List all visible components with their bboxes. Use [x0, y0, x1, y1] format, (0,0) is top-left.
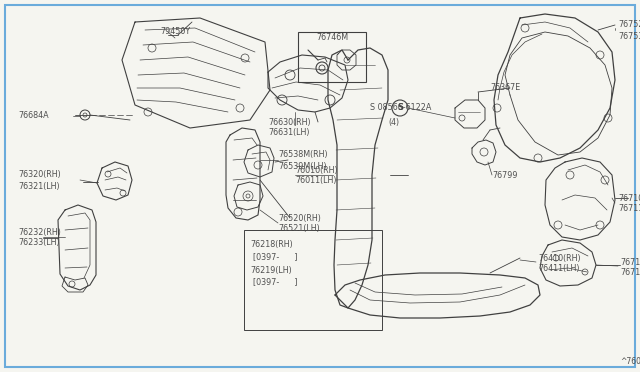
Text: 76716(RH): 76716(RH) [620, 257, 640, 266]
Text: 76521(LH): 76521(LH) [278, 224, 320, 234]
Text: 76010(RH): 76010(RH) [295, 166, 338, 174]
Text: 76684A: 76684A [18, 112, 49, 121]
Text: 76410(RH): 76410(RH) [538, 253, 580, 263]
Text: 76321(LH): 76321(LH) [18, 182, 60, 190]
Text: 79450Y: 79450Y [160, 28, 190, 36]
Text: S: S [397, 103, 403, 112]
Text: 76232(RH): 76232(RH) [18, 228, 61, 237]
Text: [0397-      ]: [0397- ] [253, 253, 298, 262]
Text: 76411(LH): 76411(LH) [538, 264, 579, 273]
Text: 76538M(RH): 76538M(RH) [278, 151, 328, 160]
Text: 76746M: 76746M [316, 33, 348, 42]
Bar [244, 230, 382, 330]
Text: S 08566-6122A: S 08566-6122A [370, 103, 431, 112]
Text: 76631(LH): 76631(LH) [268, 128, 310, 138]
Text: 76219(LH): 76219(LH) [250, 266, 292, 275]
Text: 76233(LH): 76233(LH) [18, 238, 60, 247]
Text: 76011(LH): 76011(LH) [295, 176, 337, 186]
Text: (4): (4) [388, 118, 399, 126]
Text: 76539M(LH): 76539M(LH) [278, 161, 326, 170]
Text: 76520(RH): 76520(RH) [278, 214, 321, 222]
Text: ^760*0.54: ^760*0.54 [620, 357, 640, 366]
Text: [0397-      ]: [0397- ] [253, 278, 298, 286]
Text: 76711(LH): 76711(LH) [618, 205, 640, 214]
Text: 76753(LH): 76753(LH) [618, 32, 640, 41]
Text: 76320(RH): 76320(RH) [18, 170, 61, 180]
Text: 76218(RH): 76218(RH) [250, 241, 292, 250]
Bar [298, 32, 366, 82]
Text: 76367E: 76367E [490, 83, 520, 93]
Text: 76630(RH): 76630(RH) [268, 118, 310, 126]
Text: 76799: 76799 [492, 170, 518, 180]
Text: 76752(RH): 76752(RH) [618, 20, 640, 29]
Text: 76710(RH): 76710(RH) [618, 193, 640, 202]
Text: 76717(LH): 76717(LH) [620, 269, 640, 278]
